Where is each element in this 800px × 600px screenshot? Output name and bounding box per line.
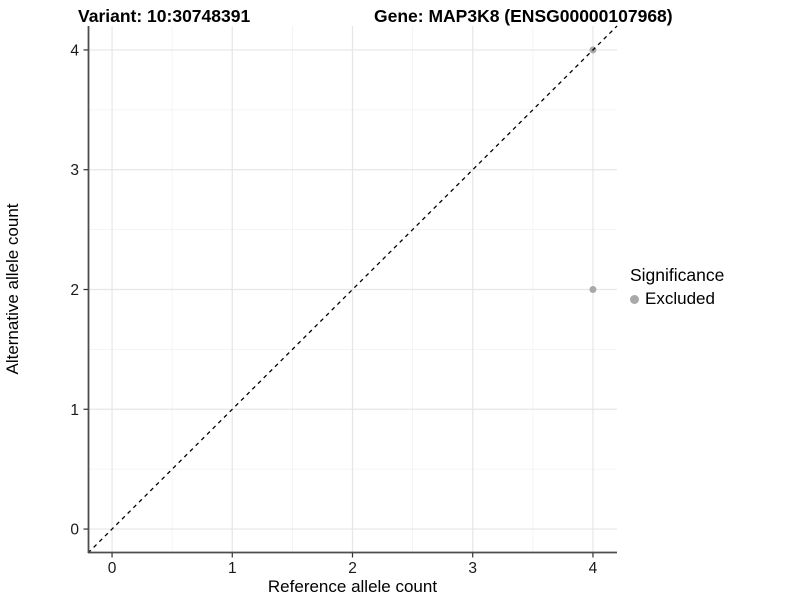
x-tick-label: 4 <box>589 560 598 577</box>
x-tick-label: 0 <box>108 560 117 577</box>
legend-title: Significance <box>630 265 725 285</box>
x-tick-label: 3 <box>468 560 477 577</box>
y-axis-title: Alternative allele count <box>3 203 22 375</box>
x-axis-title: Reference allele count <box>267 577 438 596</box>
y-tick-label: 4 <box>70 42 79 59</box>
legend: Significance Excluded <box>630 265 724 309</box>
plot-canvas: 0 1 2 3 4 0 1 2 3 4 <box>70 25 618 577</box>
variant-title: Variant: 10:30748391 <box>78 6 251 26</box>
gene-title: Gene: MAP3K8 (ENSG00000107968) <box>374 6 673 26</box>
y-tick-label: 2 <box>70 282 79 299</box>
x-tick-label: 1 <box>228 560 237 577</box>
y-tick-label: 1 <box>70 402 79 419</box>
legend-point-icon <box>630 294 639 304</box>
legend-item-excluded: Excluded <box>630 289 724 309</box>
legend-item-label: Excluded <box>645 289 715 308</box>
y-tick-label: 3 <box>70 162 79 179</box>
data-point <box>589 286 597 293</box>
y-tick-label: 0 <box>70 522 79 539</box>
x-tick-label: 2 <box>348 560 357 577</box>
